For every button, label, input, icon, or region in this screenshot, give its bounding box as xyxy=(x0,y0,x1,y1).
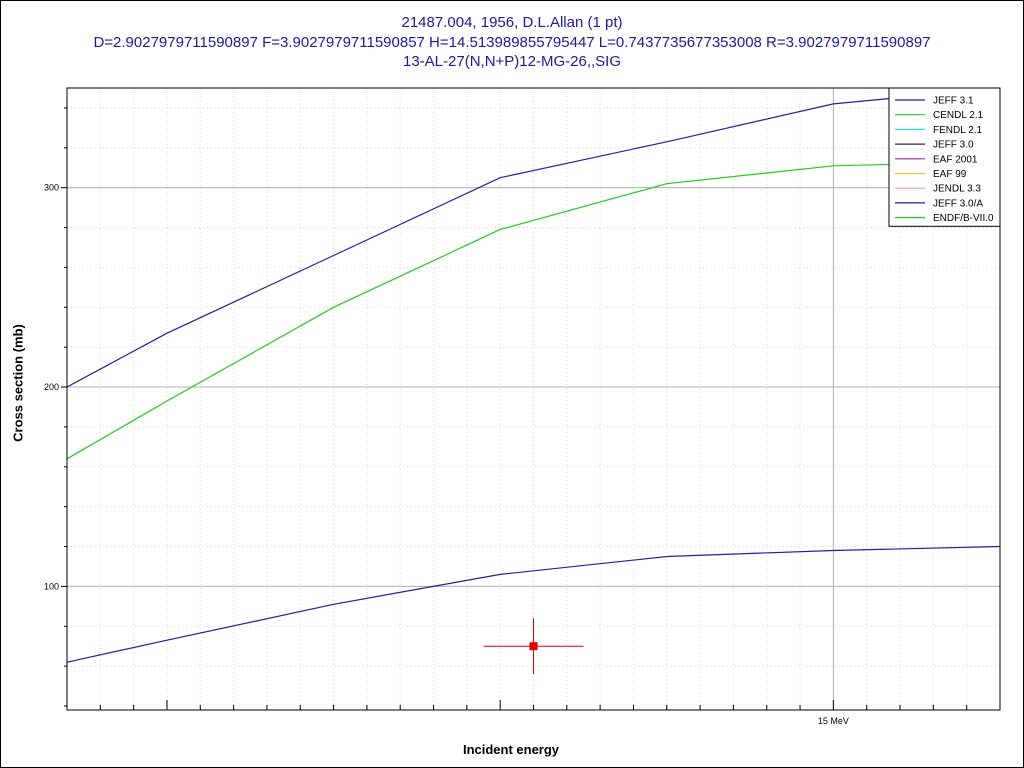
x-axis-label: Incident energy xyxy=(462,742,560,757)
legend-item-label: JEFF 3.0 xyxy=(933,140,974,151)
x-tick-label: 15 MeV xyxy=(818,716,849,726)
experimental-data-point xyxy=(529,642,538,651)
y-tick-label: 100 xyxy=(44,581,59,591)
y-tick-label: 300 xyxy=(44,183,59,193)
legend-item-label: ENDF/B-VII.0 xyxy=(933,213,994,224)
y-tick-label: 200 xyxy=(44,382,59,392)
series-line-3 xyxy=(66,545,1001,663)
legend-item-label: JEFF 3.0/A xyxy=(933,198,983,209)
series-line-1 xyxy=(66,87,1001,388)
plot-area xyxy=(67,88,1000,710)
chart-title-line-1: 21487.004, 1956, D.L.Allan (1 pt) xyxy=(401,14,623,31)
legend-item-label: JEFF 3.1 xyxy=(933,96,974,107)
legend-item-label: EAF 99 xyxy=(933,169,967,180)
chart-title-line-2: D=2.9027979711590897 F=3.902797971159085… xyxy=(93,34,931,51)
legend-item-label: FENDL 2.1 xyxy=(933,125,983,136)
legend-item-label: EAF 2001 xyxy=(933,154,978,165)
legend-item-label: JENDL 3.3 xyxy=(933,184,981,195)
legend-item-label: CENDL 2.1 xyxy=(933,110,984,121)
series-line-2 xyxy=(66,161,1001,460)
chart-title-line-3: 13-AL-27(N,N+P)12-MG-26,,SIG xyxy=(403,53,621,70)
